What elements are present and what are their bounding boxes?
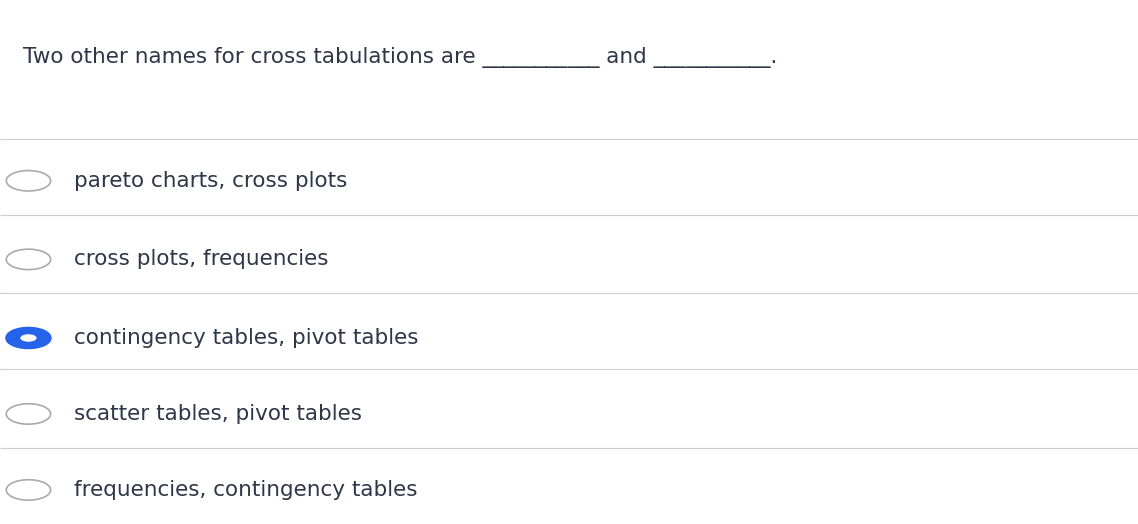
Text: pareto charts, cross plots: pareto charts, cross plots — [74, 171, 347, 191]
Circle shape — [7, 403, 51, 424]
Text: Two other names for cross tabulations are ___________ and ___________.: Two other names for cross tabulations ar… — [23, 47, 777, 68]
Circle shape — [7, 249, 51, 269]
Circle shape — [7, 480, 51, 500]
Text: scatter tables, pivot tables: scatter tables, pivot tables — [74, 404, 362, 424]
Text: contingency tables, pivot tables: contingency tables, pivot tables — [74, 328, 419, 348]
Text: frequencies, contingency tables: frequencies, contingency tables — [74, 480, 418, 500]
Text: cross plots, frequencies: cross plots, frequencies — [74, 249, 329, 269]
Circle shape — [7, 170, 51, 191]
Circle shape — [7, 328, 51, 348]
Circle shape — [20, 334, 36, 342]
